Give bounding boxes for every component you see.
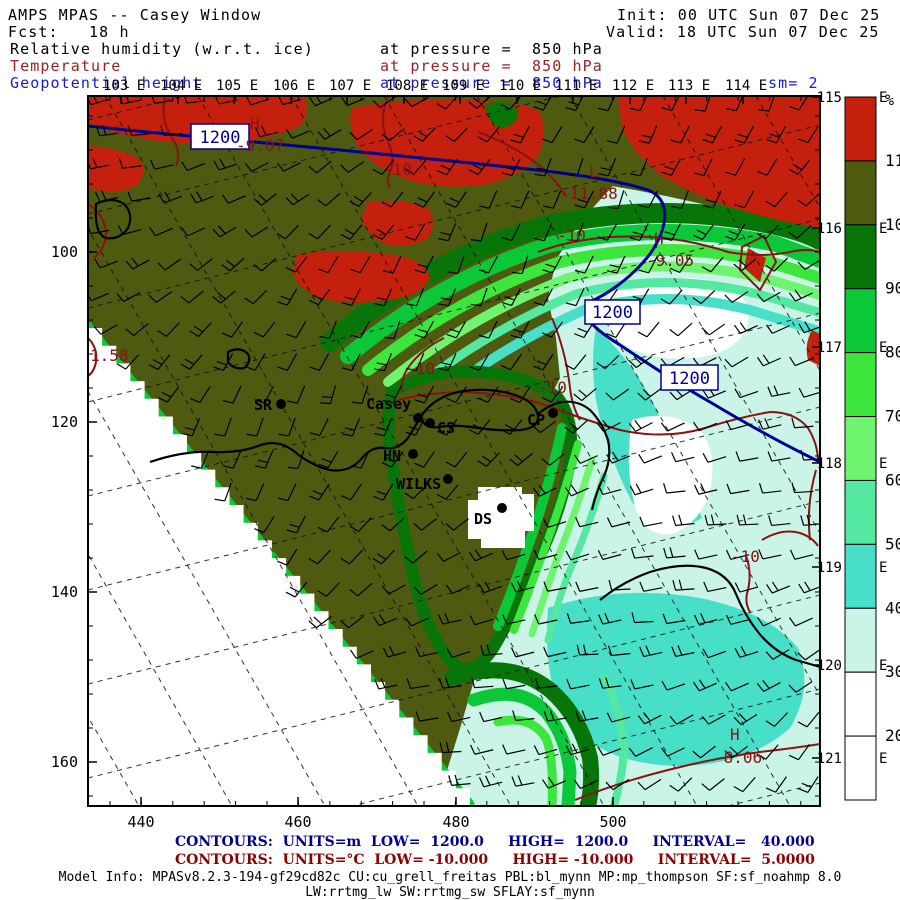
svg-text:-9.07: -9.07 (236, 136, 284, 155)
svg-text:140: 140 (51, 583, 78, 601)
svg-text:460: 460 (284, 813, 311, 831)
svg-text:-10: -10 (557, 226, 586, 245)
smoothing-label: sm= 2 (768, 74, 819, 92)
model-info-line2: LW:rrtmg_lw SW:rrtmg_sw SFLAY:sf_mynn (305, 885, 595, 900)
svg-text:109 E: 109 E (442, 78, 484, 94)
svg-text:E: E (879, 90, 887, 106)
model-info-line1: Model Info: MPASv8.2.3-194-gf29cd82c CU:… (58, 870, 842, 885)
svg-text:-8.06: -8.06 (714, 748, 762, 767)
svg-text:DS: DS (474, 510, 492, 528)
svg-text:100: 100 (885, 215, 900, 234)
svg-text:H: H (250, 114, 260, 133)
svg-text:40: 40 (885, 598, 900, 617)
svg-text:30: 30 (885, 662, 900, 681)
svg-text:20: 20 (885, 726, 900, 745)
svg-text:121: 121 (817, 751, 842, 767)
svg-text:H: H (730, 725, 740, 744)
station-wilks: WILKS (396, 474, 453, 493)
svg-text:110 E: 110 E (499, 78, 541, 94)
svg-text:90: 90 (885, 279, 900, 298)
geo-contour-legend: CONTOURS: UNITS=m LOW= 1200.0 HIGH= 1200… (175, 834, 815, 850)
svg-text:HN: HN (383, 447, 401, 465)
field2-name: Temperature (10, 57, 122, 75)
svg-text:E: E (879, 560, 887, 576)
svg-text:Casey: Casey (366, 395, 411, 413)
svg-text:119: 119 (817, 560, 842, 576)
forecast-hour: Fcst: 18 h (8, 23, 130, 41)
svg-text:440: 440 (127, 813, 154, 831)
svg-text:H: H (654, 229, 664, 248)
svg-text:70: 70 (885, 407, 900, 426)
field1-level: at pressure = 850 hPa (380, 40, 603, 58)
svg-text:103 E: 103 E (103, 78, 145, 94)
svg-text:-10: -10 (538, 378, 567, 397)
svg-text:-9.05: -9.05 (646, 251, 694, 270)
svg-text:118: 118 (817, 456, 842, 472)
svg-text:L: L (589, 162, 599, 181)
station-cs: CS (425, 418, 455, 437)
svg-text:105 E: 105 E (216, 78, 258, 94)
svg-text:50: 50 (885, 534, 900, 553)
field1-name: Relative humidity (w.r.t. ice) (10, 40, 314, 58)
svg-text:120: 120 (817, 658, 842, 674)
svg-text:106 E: 106 E (273, 78, 315, 94)
svg-text:160: 160 (51, 753, 78, 771)
svg-text:-11.88: -11.88 (560, 184, 618, 203)
svg-text:115: 115 (817, 90, 842, 106)
svg-text:-10: -10 (383, 160, 412, 179)
svg-text:SR: SR (254, 396, 273, 414)
svg-text:E: E (879, 340, 887, 356)
valid-time: Valid: 18 UTC Sun 07 Dec 25 (606, 23, 880, 41)
field2-level: at pressure = 850 hPa (380, 57, 603, 75)
svg-text:107 E: 107 E (329, 78, 371, 94)
svg-text:80: 80 (885, 343, 900, 362)
station-sr: SR (254, 396, 286, 414)
station-hn: HN (383, 447, 418, 465)
svg-text:104 E: 104 E (160, 78, 202, 94)
svg-text:108 E: 108 E (386, 78, 428, 94)
svg-text:112 E: 112 E (612, 78, 654, 94)
svg-text:E: E (879, 456, 887, 472)
svg-text:CP: CP (527, 411, 545, 429)
svg-text:100: 100 (51, 243, 78, 261)
svg-text:WILKS: WILKS (396, 475, 441, 493)
field3-level: at pressure = 850 hPa (380, 74, 603, 92)
svg-text:60: 60 (885, 470, 900, 489)
svg-text:CS: CS (437, 419, 455, 437)
svg-text:1200: 1200 (592, 303, 633, 323)
svg-text:1200: 1200 (669, 369, 710, 389)
station-cp: CP (527, 408, 558, 429)
svg-text:110: 110 (885, 151, 900, 170)
svg-text:1200: 1200 (200, 128, 241, 148)
svg-text:114 E: 114 E (725, 78, 767, 94)
svg-text:-10: -10 (406, 359, 435, 378)
svg-text:120: 120 (51, 413, 78, 431)
svg-text:%: % (885, 91, 894, 109)
svg-text:E: E (879, 751, 887, 767)
svg-text:E: E (879, 658, 887, 674)
station-ds: DS (474, 503, 507, 528)
svg-text:E: E (879, 221, 887, 237)
svg-text:480: 480 (442, 813, 469, 831)
plot-title: AMPS MPAS -- Casey Window (8, 6, 262, 24)
svg-text:500: 500 (599, 813, 626, 831)
temp-contour-legend: CONTOURS: UNITS=°C LOW= -10.000 HIGH= -1… (175, 852, 815, 868)
svg-text:1.58: 1.58 (90, 346, 129, 365)
svg-text:111 E: 111 E (555, 78, 597, 94)
svg-text:117: 117 (817, 340, 842, 356)
field3-name: Geopotential height (10, 74, 203, 92)
init-time: Init: 00 UTC Sun 07 Dec 25 (617, 6, 881, 24)
svg-text:113 E: 113 E (668, 78, 710, 94)
svg-text:116: 116 (817, 221, 842, 237)
svg-text:-10: -10 (731, 547, 760, 566)
station-casey: Casey (366, 395, 423, 423)
